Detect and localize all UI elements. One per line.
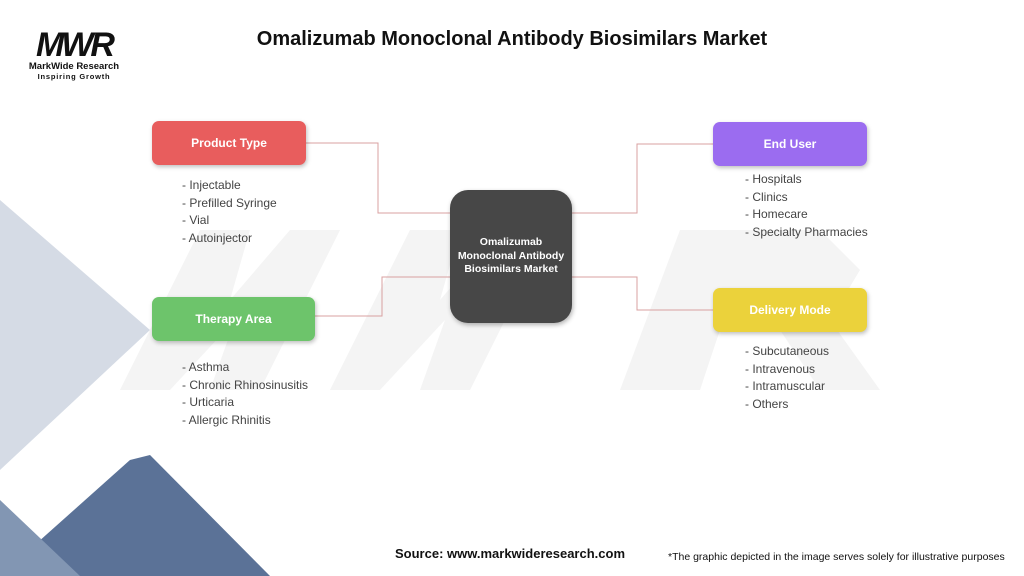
category-delivery-mode: Delivery Mode [713,288,867,332]
list-item: - Homecare [745,207,808,221]
list-item: - Specialty Pharmacies [745,224,868,239]
disclaimer-note: *The graphic depicted in the image serve… [668,551,1005,563]
list-item: - Autoinjector [182,230,253,245]
category-end-user: End User [713,122,867,166]
list-item: - Chronic Rhinosinusitis [182,377,309,392]
logo: MWR MarkWide Research Inspiring Growth [22,28,126,81]
source-text: Source: www.markwideresearch.com [395,546,626,561]
list-item: - Clinics [745,189,788,204]
category-therapy-area: Therapy Area [152,297,315,341]
list-item: - Subcutaneous [745,344,830,358]
list-therapy-area: - Asthma - Chronic Rhinosinusitis - Urti… [182,359,308,429]
bg-shape-mid [0,500,80,576]
list-end-user: - Hospitals - Clinics - Homecare - Speci… [745,171,868,241]
logo-mark: MWR [36,26,115,64]
list-item: - Others [745,396,789,411]
connectors [306,142,713,317]
bg-shape-dark [0,455,270,576]
list-product-type: - Injectable - Prefilled Syringe - Vial … [182,177,277,247]
list-item: - Vial [182,213,210,227]
connector-product-type [306,142,450,214]
category-product-type: Product Type [152,121,306,165]
list-item: - Urticaria [182,395,235,409]
logo-name: MarkWide Research [28,61,120,72]
page-title: Omalizumab Monoclonal Antibody Biosimila… [256,28,768,50]
list-item: - Injectable [182,178,241,192]
list-delivery-mode: - Subcutaneous - Intravenous - Intramusc… [745,343,829,413]
list-item: - Hospitals [745,172,802,186]
center-node: Omalizumab Monoclonal Antibody Biosimila… [450,190,572,323]
connector-delivery-mode [572,276,713,311]
list-item: - Asthma [182,360,230,374]
list-item: - Intramuscular [745,379,826,393]
bg-shape-light [0,200,150,470]
connector-end-user [572,143,713,214]
list-item: - Intravenous [745,361,816,376]
list-item: - Allergic Rhinitis [182,412,271,427]
connector-therapy-area [315,276,450,317]
logo-tagline: Inspiring Growth [37,72,111,81]
list-item: - Prefilled Syringe [182,195,277,210]
